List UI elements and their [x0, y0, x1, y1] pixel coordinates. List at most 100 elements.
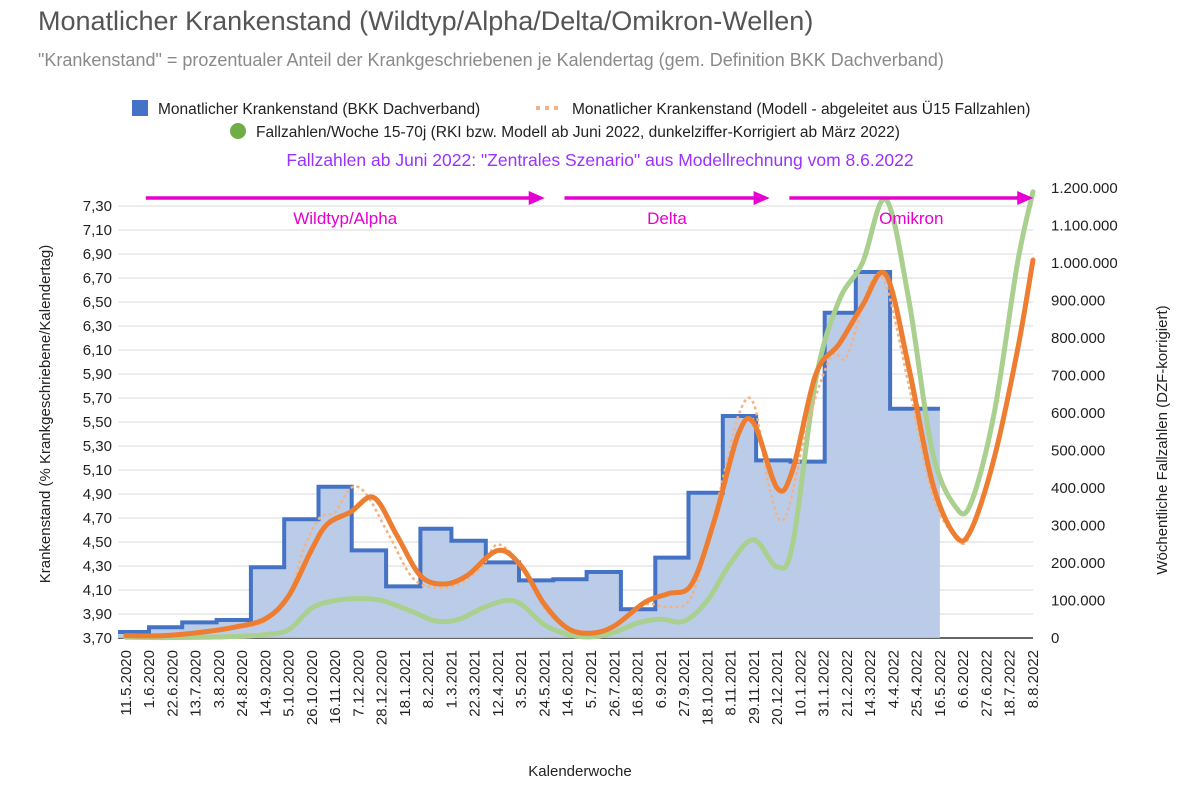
legend-swatch-bkk [132, 100, 148, 116]
legend-label-bkk: Monatlicher Krankenstand (BKK Dachverban… [158, 101, 480, 118]
x-axis-ticks: 11.5.2020 1.6.2020 22.6.2020 13.7.2020 3.8.2… [118, 650, 1042, 725]
x-tick-label: 8.2.2021 [420, 650, 437, 708]
y-left-tick-label: 7,30 [83, 198, 112, 215]
y-left-tick-label: 6,10 [83, 342, 112, 359]
y-right-tick-label: 700.000 [1051, 368, 1105, 385]
x-tick-label: 31.1.2022 [816, 650, 833, 717]
bkk-step-line [118, 270, 940, 634]
x-tick-label: 6.6.2022 [955, 650, 972, 708]
wave-label: Omikron [879, 209, 943, 228]
cases-line [123, 189, 1036, 641]
x-tick-label: 5.10.2020 [281, 650, 298, 717]
series-bkk [118, 270, 940, 638]
y-right-tick-label: 200.000 [1051, 555, 1105, 572]
y-left-tick-label: 4,10 [83, 582, 112, 599]
x-tick-label: 7.12.2020 [350, 650, 367, 717]
y-axis-left-title: Krankenstand (% Krankgeschriebene/Kalend… [37, 245, 54, 584]
x-tick-label: 27.6.2022 [979, 650, 996, 717]
y-left-tick-label: 6,30 [83, 318, 112, 335]
wave-arrow-head [753, 191, 770, 205]
x-tick-label: 12.4.2021 [490, 650, 507, 717]
y-axis-right-title: Wöchentliche Fallzahlen (DZF-korrigiert) [1154, 305, 1171, 574]
x-tick-label: 1.3.2021 [443, 650, 460, 708]
x-tick-label: 1.6.2020 [141, 650, 158, 708]
wave-annotations: Wildtyp/Alpha Delta Omikron [145, 191, 1034, 228]
y-right-tick-label: 600.000 [1051, 405, 1105, 422]
x-tick-label: 13.7.2020 [188, 650, 205, 717]
wave-label: Delta [647, 209, 687, 228]
x-tick-label: 26.10.2020 [304, 650, 321, 725]
legend-label-cases: Fallzahlen/Woche 15-70j (RKI bzw. Modell… [256, 124, 900, 141]
x-tick-label: 3.5.2021 [513, 650, 530, 708]
y-right-tick-label: 800.000 [1051, 330, 1105, 347]
x-tick-label: 8.11.2021 [723, 650, 740, 716]
y-right-tick-label: 300.000 [1051, 518, 1105, 535]
x-tick-label: 29.11.2021 [746, 650, 763, 724]
x-tick-label: 26.7.2021 [606, 650, 623, 717]
x-tick-label: 24.8.2020 [234, 650, 251, 717]
x-tick-label: 4.4.2022 [885, 650, 902, 708]
x-tick-label: 25.4.2022 [909, 650, 926, 717]
x-tick-label: 10.1.2022 [792, 650, 809, 717]
y-left-tick-label: 4,90 [83, 486, 112, 503]
y-right-tick-label: 0 [1051, 630, 1059, 647]
y-left-tick-label: 5,90 [83, 366, 112, 383]
x-tick-label: 28.12.2020 [374, 650, 391, 725]
wave-arrow-head [528, 191, 545, 205]
y-left-tick-label: 7,10 [83, 222, 112, 239]
y-right-tick-label: 1.100.000 [1051, 218, 1118, 235]
x-tick-label: 24.5.2021 [537, 650, 554, 717]
x-tick-label: 27.9.2021 [676, 650, 693, 717]
y-right-tick-label: 1.000.000 [1051, 255, 1118, 272]
x-tick-label: 14.6.2021 [560, 650, 577, 717]
y-left-tick-label: 4,30 [83, 558, 112, 575]
y-right-tick-label: 400.000 [1051, 480, 1105, 497]
model-dotted-line [125, 259, 1035, 637]
x-tick-label: 16.5.2022 [932, 650, 949, 717]
y-right-tick-label: 500.000 [1051, 443, 1105, 460]
legend-label-model: Monatlicher Krankenstand (Modell - abgel… [572, 100, 1030, 118]
y-right-tick-label: 1.200.000 [1051, 180, 1118, 197]
x-tick-label: 14.9.2020 [257, 650, 274, 717]
x-tick-label: 22.6.2020 [164, 650, 181, 717]
series-lines [123, 189, 1036, 641]
model-smooth-line [123, 257, 1036, 639]
x-tick-label: 18.1.2021 [397, 650, 414, 717]
y-right-tick-label: 100.000 [1051, 593, 1105, 610]
x-tick-label: 18.7.2022 [1002, 650, 1019, 717]
y-left-tick-label: 5,70 [83, 390, 112, 407]
x-tick-label: 18.10.2021 [699, 650, 716, 725]
x-tick-label: 21.2.2022 [839, 650, 856, 717]
x-tick-label: 16.11.2020 [327, 650, 344, 724]
wave-arrow-head [1017, 191, 1034, 205]
wave-label: Wildtyp/Alpha [293, 209, 397, 228]
x-axis-title: Kalenderwoche [528, 763, 631, 780]
y-left-tick-label: 5,50 [83, 414, 112, 431]
y-left-tick-label: 6,50 [83, 294, 112, 311]
x-tick-label: 6.9.2021 [653, 650, 670, 708]
y-left-tick-label: 3,70 [83, 630, 112, 647]
x-tick-label: 14.3.2022 [862, 650, 879, 717]
x-tick-label: 8.8.2022 [1025, 650, 1042, 708]
y-left-tick-label: 5,30 [83, 438, 112, 455]
chart-subtitle: "Krankenstand" = prozentualer Anteil der… [38, 50, 944, 70]
y-right-tick-label: 900.000 [1051, 293, 1105, 310]
bkk-area [118, 272, 940, 638]
y-left-tick-label: 6,70 [83, 270, 112, 287]
chart-title: Monatlicher Krankenstand (Wildtyp/Alpha/… [38, 6, 814, 36]
y-left-tick-label: 3,90 [83, 606, 112, 623]
x-tick-label: 20.12.2021 [769, 650, 786, 725]
x-tick-label: 11.5.2020 [118, 650, 135, 716]
y-left-tick-label: 4,50 [83, 534, 112, 551]
x-tick-label: 5.7.2021 [583, 650, 600, 708]
y-axis-right-ticks: 0 100.000 200.000 300.000 400.000 500.000 600.… [1051, 180, 1118, 647]
x-tick-label: 16.8.2021 [630, 650, 647, 717]
y-left-tick-label: 6,90 [83, 246, 112, 263]
x-tick-label: 3.8.2020 [211, 650, 228, 708]
x-tick-label: 22.3.2021 [467, 650, 484, 717]
y-left-tick-label: 4,70 [83, 510, 112, 527]
y-left-tick-label: 5,10 [83, 462, 112, 479]
legend: Monatlicher Krankenstand (BKK Dachverban… [132, 100, 1030, 141]
legend-swatch-cases [230, 123, 246, 139]
